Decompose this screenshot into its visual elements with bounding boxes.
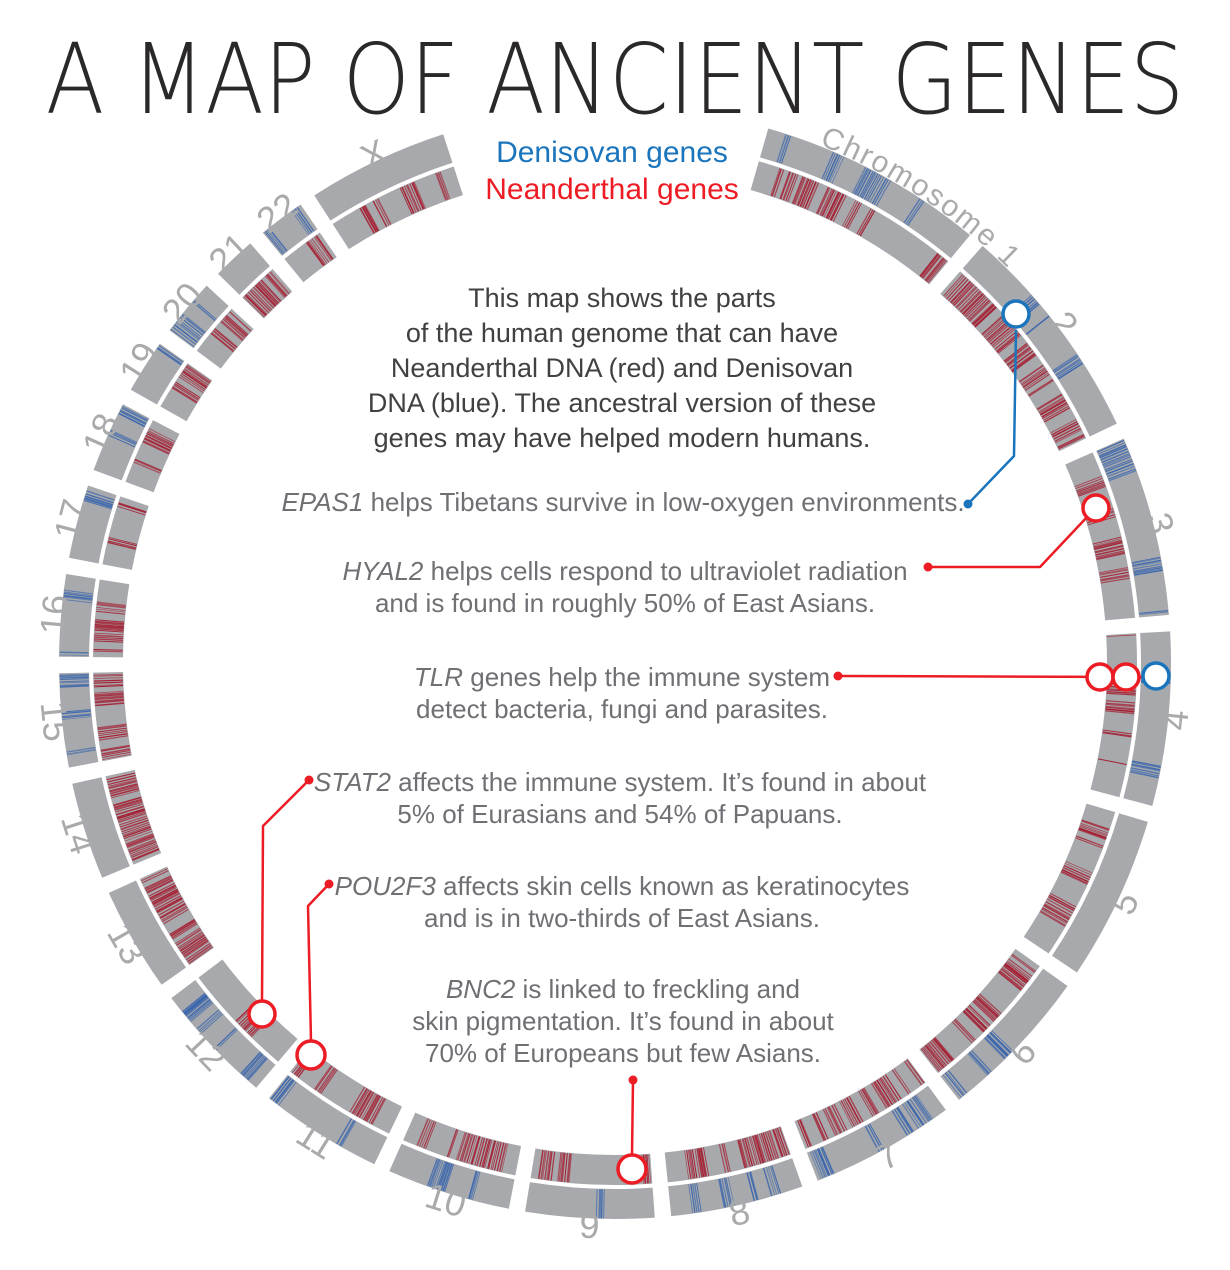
page-title: A MAP OF ANCIENT GENES bbox=[45, 22, 1185, 137]
gene-marker-bnc2 bbox=[616, 1153, 648, 1185]
callout-dot-bnc2 bbox=[628, 1075, 638, 1085]
chromosome-band-denisovan bbox=[218, 243, 270, 295]
callout-line-stat2 bbox=[260, 779, 310, 1002]
gene-marker-tlr bbox=[1141, 661, 1171, 691]
chromosome-band-neanderthal bbox=[290, 1048, 403, 1134]
chromosome-label-4: 4 bbox=[1154, 708, 1197, 732]
chromosome-band-denisovan bbox=[389, 1143, 515, 1209]
chromosome-band-denisovan bbox=[93, 404, 150, 481]
intro-line: Neanderthal DNA (red) and Denisovan bbox=[390, 353, 854, 383]
annotation-text: helps Tibetans survive in low-oxygen env… bbox=[363, 487, 965, 517]
annotation-text: skin pigmentation. It’s found in about bbox=[412, 1006, 834, 1036]
chromosome-band-neanderthal bbox=[93, 579, 130, 658]
annotation-bnc2: BNC2 is linked to freckling and skin pig… bbox=[273, 973, 973, 1069]
gene-marker-stat2 bbox=[247, 999, 277, 1029]
annotation-text: 5% of Eurasians and 54% of Papuans. bbox=[397, 799, 843, 829]
callout-line-hyal2 bbox=[928, 515, 1089, 569]
callout-line-pou2f3 bbox=[306, 883, 330, 1042]
annotation-text: detect bacteria, fungi and parasites. bbox=[416, 694, 828, 724]
gene-name-bnc2: BNC2 bbox=[445, 974, 516, 1004]
chromosome-label-9: 9 bbox=[578, 1204, 600, 1246]
intro-line: genes may have helped modern humans. bbox=[373, 423, 871, 453]
annotation-text: affects skin cells known as keratinocyte… bbox=[435, 871, 910, 901]
chromosome-band-neanderthal bbox=[196, 308, 254, 369]
chromosome-band-neanderthal bbox=[332, 166, 463, 250]
legend-denisovan-label: Denisovan genes bbox=[496, 136, 728, 169]
annotation-stat2: STAT2 affects the immune system. It’s fo… bbox=[220, 766, 1020, 830]
chromosome-band-denisovan bbox=[108, 880, 187, 985]
chromosome-band-denisovan bbox=[314, 134, 453, 221]
legend-neanderthal-label: Neanderthal genes bbox=[485, 173, 739, 206]
intro-paragraph: This map shows the parts of the human ge… bbox=[312, 281, 932, 456]
gene-name-hyal2: HYAL2 bbox=[342, 556, 424, 586]
gene-marker-tlr bbox=[1085, 662, 1115, 692]
annotation-epas1: EPAS1 helps Tibetans survive in low-oxyg… bbox=[223, 486, 1023, 518]
callouts-group bbox=[260, 329, 1144, 1156]
gene-name-stat2: STAT2 bbox=[313, 767, 391, 797]
annotation-text: helps cells respond to ultraviolet radia… bbox=[423, 556, 908, 586]
gene-marker-hyal2 bbox=[1081, 493, 1111, 523]
gene-marker-epas1 bbox=[1001, 299, 1031, 329]
chromosome-band-denisovan bbox=[806, 1085, 946, 1181]
intro-line: of the human genome that can have bbox=[405, 318, 839, 348]
annotation-text: and is in two-thirds of East Asians. bbox=[424, 903, 820, 933]
chromosome-band-neanderthal bbox=[160, 363, 213, 422]
callout-dot-stat2 bbox=[304, 775, 314, 785]
annotation-pou2f3: POU2F3 affects skin cells known as kerat… bbox=[222, 870, 1022, 934]
chromosome-band-neanderthal bbox=[102, 496, 149, 570]
legend: Denisovan genes Neanderthal genes bbox=[362, 134, 862, 208]
annotation-text: is linked to freckling and bbox=[515, 974, 801, 1004]
gene-marker-tlr bbox=[1111, 662, 1141, 692]
gene-marker-pou2f3 bbox=[295, 1039, 327, 1071]
chromosome-label-15: 15 bbox=[33, 699, 78, 743]
callout-dot-pou2f3 bbox=[324, 879, 334, 889]
callout-dot-tlr bbox=[833, 671, 843, 681]
chromosome-band-denisovan bbox=[72, 777, 130, 878]
annotation-text: and is found in roughly 50% of East Asia… bbox=[374, 588, 876, 618]
chromosome-band-denisovan bbox=[962, 245, 1117, 437]
chromosome-band-denisovan bbox=[130, 343, 185, 405]
chromosome-band-denisovan bbox=[268, 1074, 388, 1165]
chromosome-band-denisovan bbox=[1052, 813, 1148, 973]
callout-line-bnc2 bbox=[630, 1079, 635, 1156]
chromosome-band-denisovan bbox=[59, 672, 99, 768]
chromosome-label-16: 16 bbox=[32, 593, 76, 636]
gene-name-tlr: TLR bbox=[413, 662, 464, 692]
callout-dot-epas1 bbox=[963, 499, 973, 509]
gene-name-epas1: EPAS1 bbox=[281, 487, 364, 517]
annotation-text: affects the immune system. It’s found in… bbox=[390, 767, 927, 797]
gene-name-pou2f3: POU2F3 bbox=[334, 871, 436, 901]
chromosome-band-denisovan bbox=[668, 1158, 803, 1217]
annotation-text: genes help the immune system bbox=[463, 662, 831, 692]
intro-line: DNA (blue). The ancestral version of the… bbox=[367, 388, 877, 418]
annotation-tlr: TLR genes help the immune system detect … bbox=[272, 661, 972, 725]
callout-line-epas1 bbox=[967, 329, 1018, 505]
chromosome-band-denisovan bbox=[525, 1182, 655, 1220]
annotation-text: 70% of Europeans but few Asians. bbox=[424, 1038, 822, 1068]
annotation-hyal2: HYAL2 helps cells respond to ultraviolet… bbox=[250, 555, 1000, 619]
chromosome-band-denisovan bbox=[940, 968, 1068, 1100]
chromosome-band-neanderthal bbox=[794, 1058, 926, 1150]
markers-group bbox=[247, 299, 1171, 1185]
callout-dot-hyal2 bbox=[923, 562, 933, 572]
intro-line: This map shows the parts bbox=[468, 283, 776, 313]
chromosome-band-neanderthal bbox=[125, 420, 180, 493]
